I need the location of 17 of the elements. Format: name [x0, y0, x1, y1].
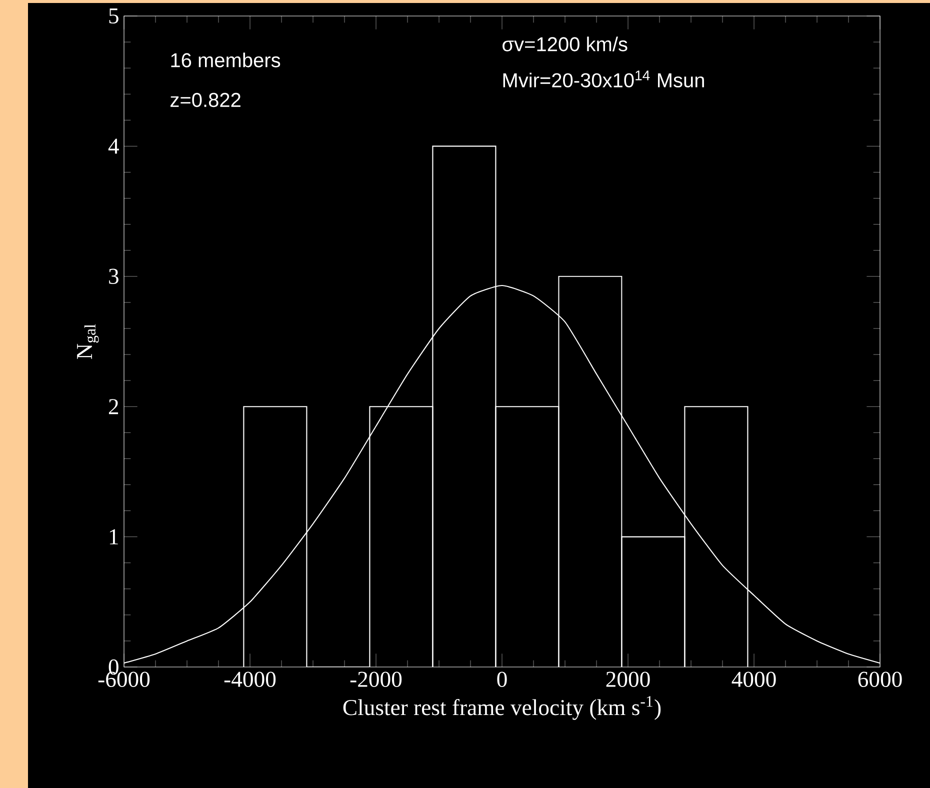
- annotation: Mvir=20-30x10$^{14}$ Msun: [503, 70, 704, 88]
- annotation: z=0.822: [170, 92, 240, 108]
- annotation: 16 members: [171, 52, 280, 68]
- annotation: σv=1200 km/s: [502, 36, 628, 52]
- y-tick-label: 5: [109, 8, 118, 24]
- x-tick-label: 4000: [732, 672, 776, 688]
- y-axis-title: N$_{gal}$: [77, 324, 99, 360]
- x-tick-label: 2000: [606, 672, 650, 688]
- y-tick-label: 4: [108, 138, 119, 154]
- y-tick-label: 1: [110, 529, 118, 544]
- y-tick-label: 2: [108, 399, 118, 414]
- y-tick-label: 3: [109, 268, 118, 284]
- x-tick-label: 6000: [858, 672, 902, 688]
- x-axis-title: Cluster rest frame velocity (km s$^{-1}$): [343, 696, 661, 720]
- x-tick-label: -4000: [224, 672, 276, 688]
- x-tick-label: 0: [497, 672, 507, 688]
- x-tick-label: -2000: [350, 672, 402, 688]
